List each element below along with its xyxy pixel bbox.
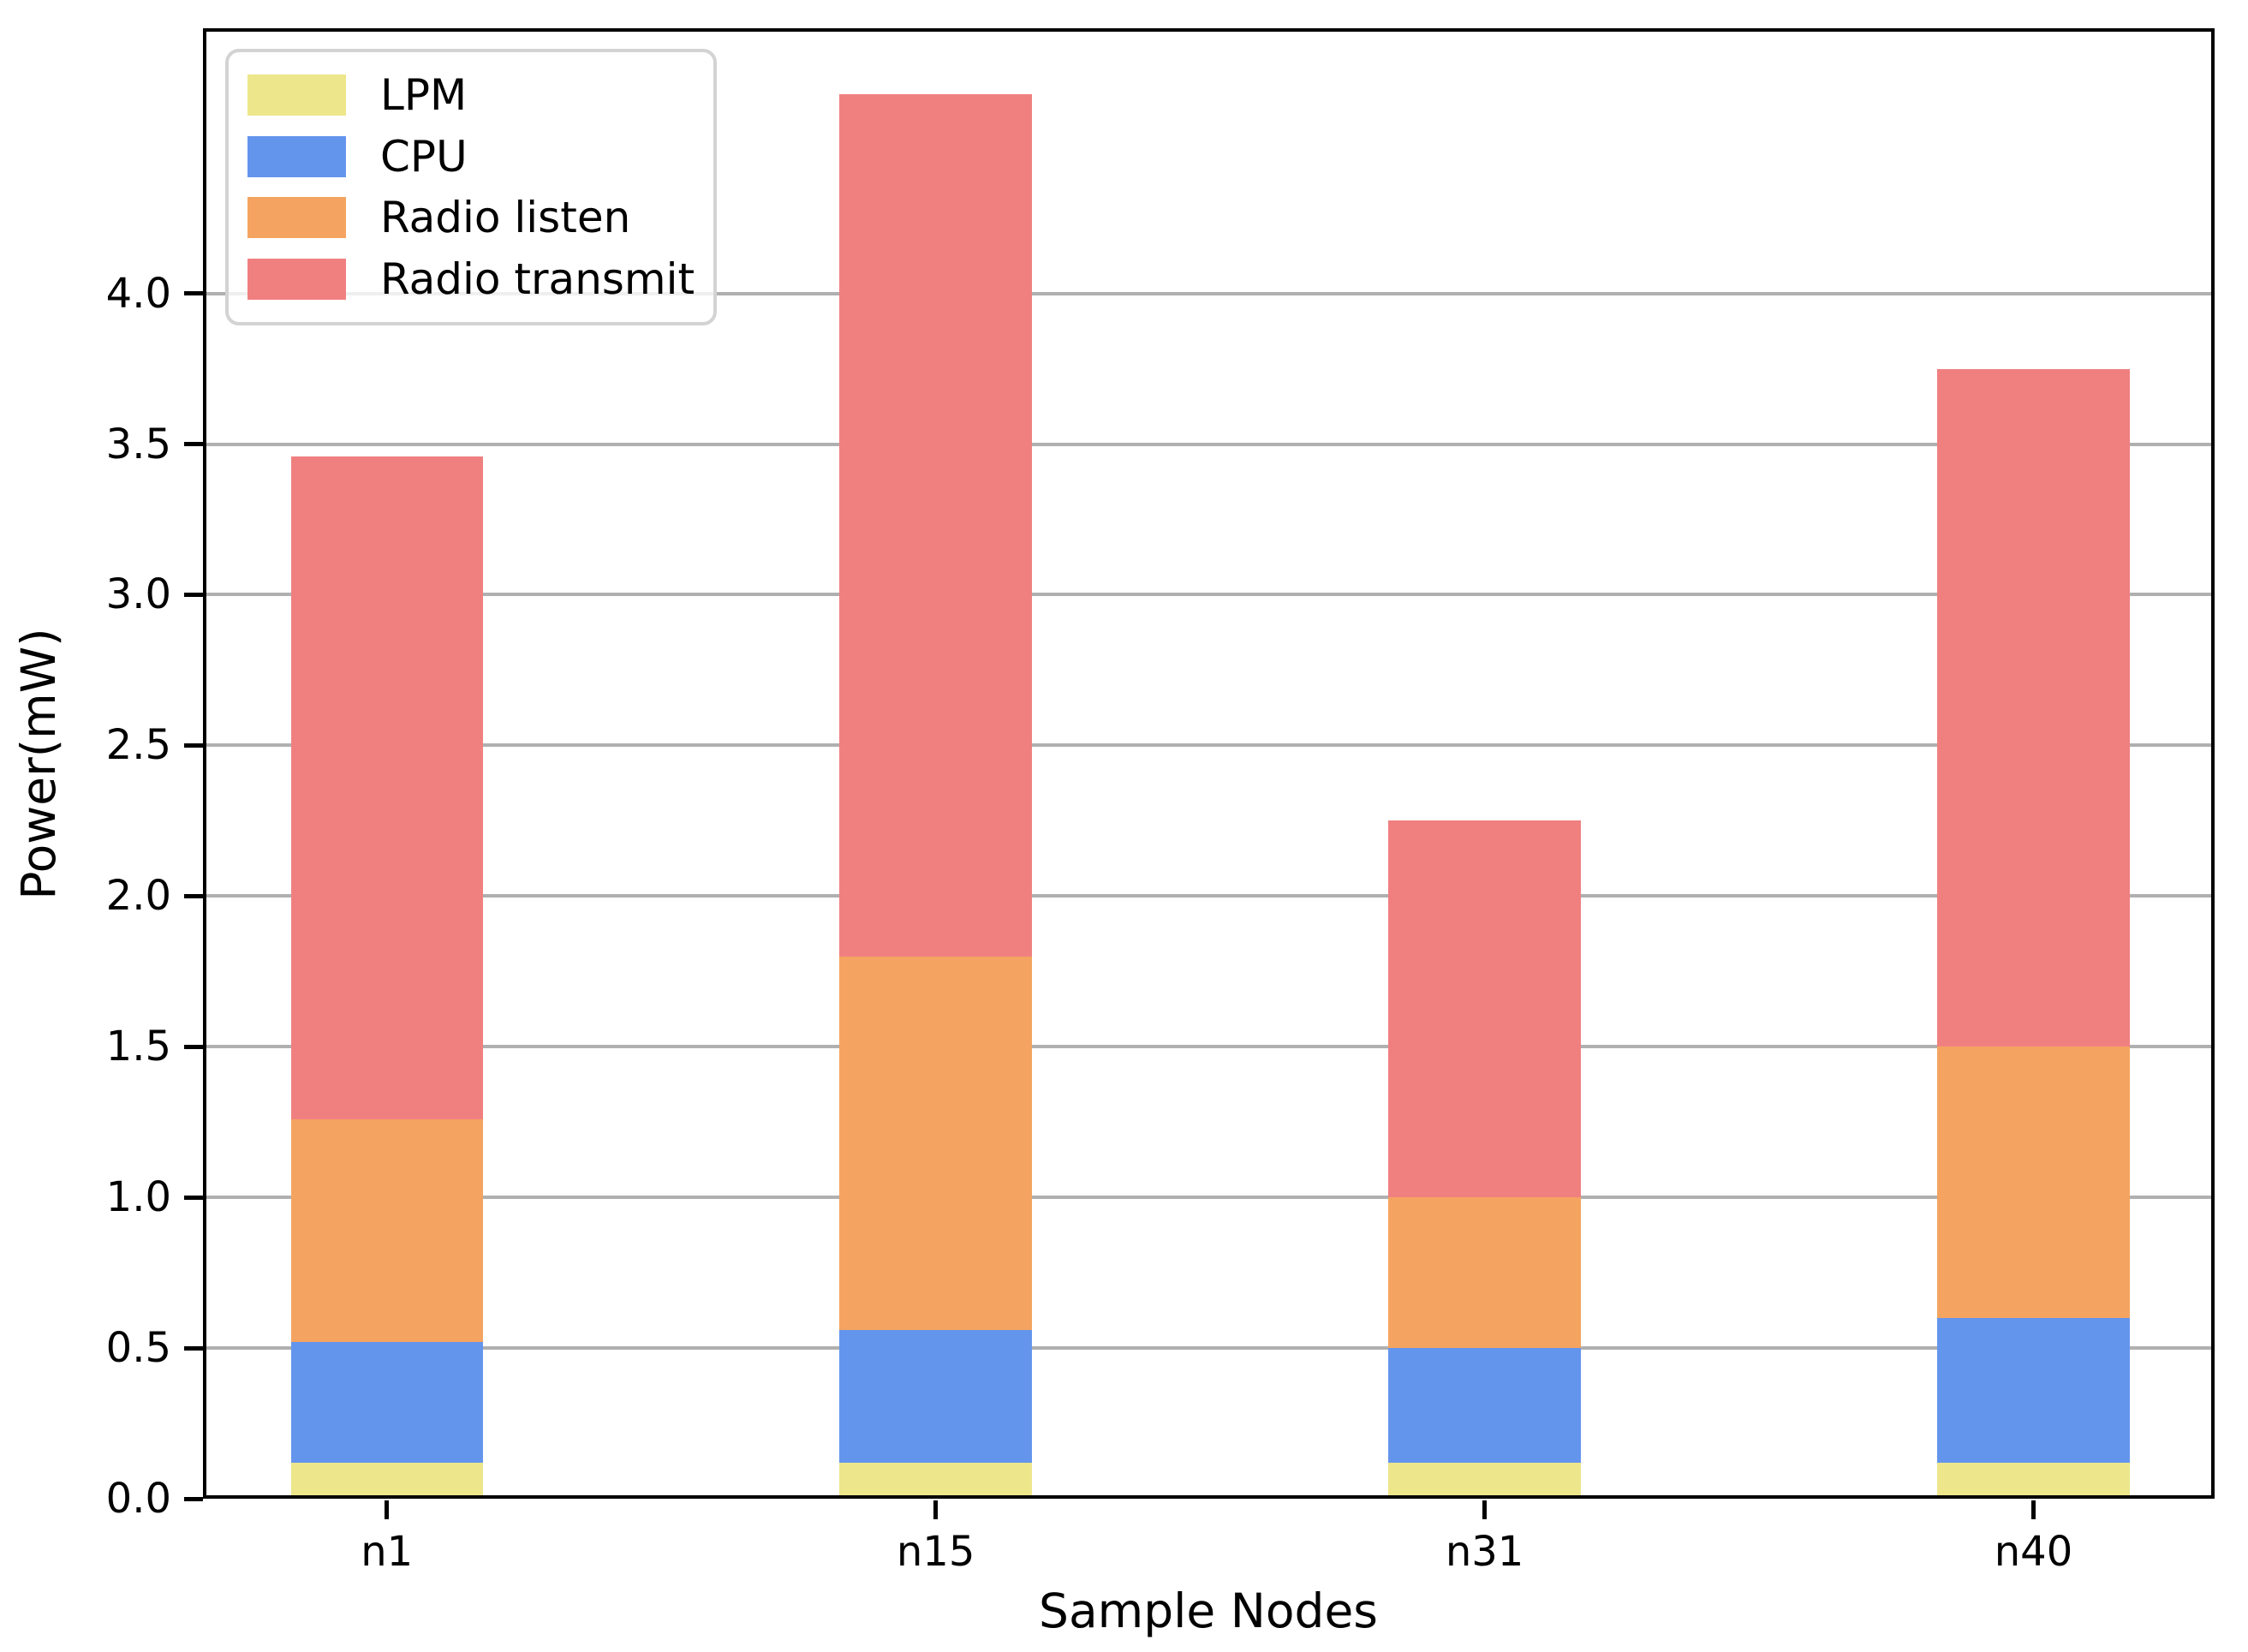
x-tick xyxy=(933,1500,939,1519)
legend-item-cpu: CPU xyxy=(247,132,713,182)
gridline xyxy=(203,291,2215,295)
bar-n31 xyxy=(1388,28,1581,1499)
y-tick-label: 2.5 xyxy=(105,721,171,770)
bar-n40 xyxy=(1937,28,2130,1499)
x-tick-label: n31 xyxy=(1445,1528,1524,1576)
gridline xyxy=(203,1196,2215,1200)
gridline xyxy=(203,743,2215,748)
bar-segment-radio-transmit xyxy=(290,456,483,1119)
y-tick xyxy=(184,1195,203,1200)
y-tick-label: 3.0 xyxy=(105,570,171,619)
y-tick xyxy=(184,1044,203,1049)
legend-swatch-radio-listen-icon xyxy=(247,197,346,239)
bar-segment-radio-transmit xyxy=(1388,820,1581,1198)
y-tick xyxy=(184,442,203,447)
y-tick xyxy=(184,743,203,748)
gridline xyxy=(203,1346,2215,1351)
legend-swatch-cpu-icon xyxy=(247,135,346,177)
legend-swatch-radio-transmit-icon xyxy=(247,259,346,301)
bar-segment-cpu xyxy=(1388,1348,1581,1463)
legend-swatch-lpm-icon xyxy=(247,74,346,116)
legend-item-radio-listen: Radio listen xyxy=(247,193,713,242)
y-tick xyxy=(184,592,203,597)
gridline xyxy=(203,1045,2215,1049)
bar-segment-radio-listen xyxy=(1388,1197,1581,1349)
gridline xyxy=(203,894,2215,898)
legend-label: LPM xyxy=(380,69,468,120)
gridline xyxy=(203,442,2215,446)
bar-segment-lpm xyxy=(839,1462,1032,1499)
legend-label: CPU xyxy=(380,131,468,182)
bar-segment-cpu xyxy=(290,1342,483,1463)
x-tick xyxy=(1482,1500,1488,1519)
bar-segment-cpu xyxy=(839,1329,1032,1463)
x-axis-label: Sample Nodes xyxy=(1039,1583,1378,1638)
bar-segment-cpu xyxy=(1937,1317,2130,1463)
y-tick-label: 1.0 xyxy=(105,1173,171,1222)
y-tick xyxy=(184,291,203,296)
x-tick-label: n1 xyxy=(361,1528,414,1576)
y-axis-label: Power(mW) xyxy=(11,628,66,900)
legend-item-lpm: LPM xyxy=(247,70,713,120)
y-tick xyxy=(184,1345,203,1351)
y-tick-label: 3.5 xyxy=(105,420,171,468)
bar-n1 xyxy=(290,28,483,1499)
bar-segment-radio-transmit xyxy=(839,94,1032,957)
y-tick-label: 0.0 xyxy=(105,1475,171,1523)
y-tick-label: 0.5 xyxy=(105,1324,171,1373)
legend-item-radio-transmit: Radio transmit xyxy=(247,254,713,304)
plot-area: LPM CPU Radio listen Radio transmit xyxy=(203,28,2215,1499)
y-tick-label: 1.5 xyxy=(105,1023,171,1071)
x-tick-label: n15 xyxy=(896,1528,975,1576)
x-tick-label: n40 xyxy=(1994,1528,2073,1576)
bar-segment-lpm xyxy=(1388,1462,1581,1499)
y-tick xyxy=(184,893,203,898)
bar-n15 xyxy=(839,28,1032,1499)
bar-segment-radio-listen xyxy=(1937,1047,2130,1318)
bar-segment-lpm xyxy=(290,1462,483,1499)
legend: LPM CPU Radio listen Radio transmit xyxy=(225,49,717,325)
y-tick-label: 4.0 xyxy=(105,269,171,318)
bar-segment-radio-listen xyxy=(290,1118,483,1343)
legend-label: Radio transmit xyxy=(380,254,695,305)
x-tick xyxy=(385,1500,390,1519)
bar-segment-radio-transmit xyxy=(1937,368,2130,1047)
bar-segment-radio-listen xyxy=(839,956,1032,1330)
x-tick xyxy=(2030,1500,2036,1519)
y-tick xyxy=(184,1496,203,1501)
gridline xyxy=(203,593,2215,597)
y-tick-label: 2.0 xyxy=(105,872,171,921)
bar-segment-lpm xyxy=(1937,1462,2130,1499)
legend-label: Radio listen xyxy=(380,193,631,243)
